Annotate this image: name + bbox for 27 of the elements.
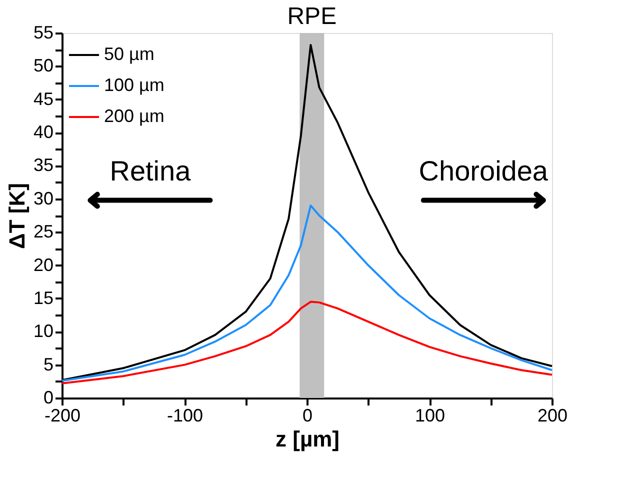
y-tick-label: 30 — [33, 188, 54, 208]
legend-label: 100 µm — [104, 75, 164, 95]
x-tick-label: -100 — [166, 406, 204, 426]
y-tick-label: 35 — [33, 155, 54, 176]
y-axis-title: ΔT [K] — [4, 183, 30, 249]
x-tick-label: -200 — [44, 406, 81, 426]
y-tick-label: 10 — [33, 321, 54, 342]
y-tick-label: 55 — [33, 22, 54, 42]
legend-label: 200 µm — [104, 106, 164, 126]
line-series — [61, 204, 553, 382]
x-tick-label: 0 — [302, 406, 313, 426]
band-label: RPE — [287, 3, 337, 30]
y-tick-label: 40 — [33, 122, 54, 142]
legend-label: 50 µm — [104, 44, 154, 64]
y-tick-label: 5 — [43, 354, 54, 374]
annotation: Choroidea — [418, 155, 548, 186]
y-tick-label: 0 — [43, 388, 54, 408]
y-tick-label: 50 — [33, 56, 54, 76]
annotation: Retina — [110, 155, 192, 186]
y-tick-label: 15 — [33, 288, 54, 308]
x-axis-title: z [µm] — [275, 426, 340, 452]
y-tick-label: 20 — [33, 254, 54, 275]
y-tick-label: 45 — [33, 88, 54, 109]
x-tick-label: 100 — [414, 406, 446, 426]
y-tick-label: 25 — [33, 222, 54, 242]
line-series — [61, 300, 553, 384]
x-tick-label: 200 — [537, 406, 568, 426]
